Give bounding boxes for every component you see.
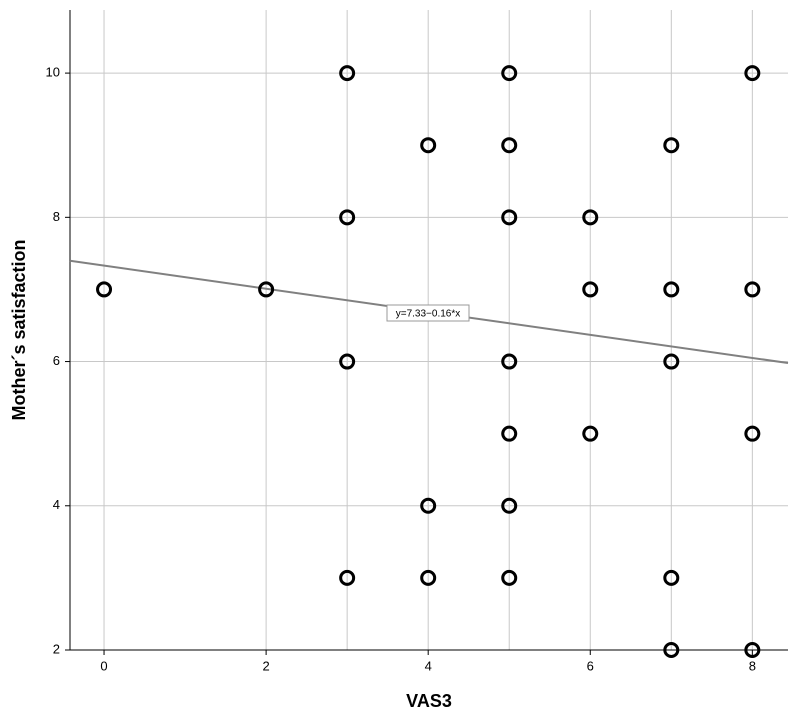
point: [744, 642, 761, 658]
x-tick-label: 4: [425, 658, 432, 673]
y-tick-label: 8: [53, 209, 60, 224]
point: [339, 209, 356, 226]
point: [744, 65, 761, 82]
x-tick-label: 6: [587, 658, 594, 673]
point: [501, 569, 518, 586]
y-tick-label: 2: [53, 641, 60, 656]
point: [501, 497, 518, 514]
point: [258, 281, 275, 298]
point: [420, 137, 437, 154]
y-tick-label: 10: [46, 65, 60, 80]
point: [339, 353, 356, 370]
x-axis-title: VAS3: [406, 691, 452, 711]
point: [420, 497, 437, 514]
point: [744, 425, 761, 442]
point: [582, 425, 599, 442]
y-axis-title: Mother´s satisfaction: [9, 239, 29, 420]
point: [96, 281, 113, 298]
point: [501, 425, 518, 442]
x-tick-label: 0: [100, 658, 107, 673]
point: [663, 137, 680, 154]
point: [339, 569, 356, 586]
point: [663, 281, 680, 298]
point: [663, 642, 680, 658]
fit-label: y=7.33−0.16*x: [396, 309, 461, 320]
fit-label-box: [386, 304, 470, 322]
point: [501, 209, 518, 226]
point: [501, 65, 518, 82]
y-tick-label: 6: [53, 353, 60, 368]
point: [582, 281, 599, 298]
point: [744, 281, 761, 298]
x-tick-label: 8: [749, 658, 756, 673]
point: [501, 137, 518, 154]
point: [663, 569, 680, 586]
point: [420, 569, 437, 586]
point: [582, 209, 599, 226]
point: [663, 353, 680, 370]
point: [339, 65, 356, 82]
x-tick-label: 2: [262, 658, 269, 673]
point: [501, 353, 518, 370]
y-tick-label: 4: [53, 497, 60, 512]
